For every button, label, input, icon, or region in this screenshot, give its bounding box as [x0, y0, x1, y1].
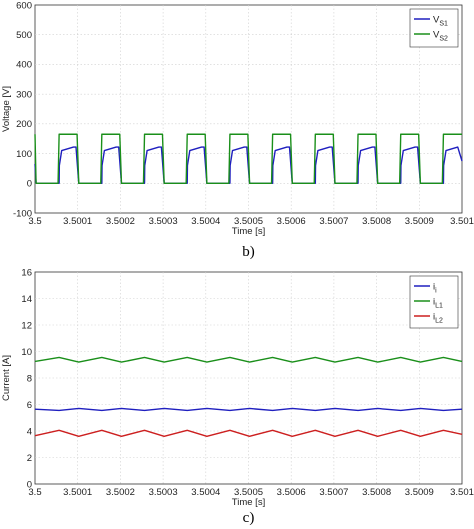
legend-entry: iL2 [433, 311, 443, 324]
x-tick-label: 3.5009 [405, 487, 434, 498]
y-tick-label: 0 [27, 479, 32, 490]
legend-entry-subscript: L2 [435, 317, 443, 324]
x-tick-label: 3.5003 [149, 487, 178, 498]
y-tick-label: 16 [21, 267, 32, 278]
x-tick-label: 3.5006 [277, 487, 306, 498]
x-tick-label: 3.5004 [191, 487, 220, 498]
x-tick-label: 3.5009 [405, 216, 434, 227]
x-tick-label: 3.5002 [106, 487, 135, 498]
x-tick-label: 3.5002 [106, 216, 135, 227]
y-axis-label: Voltage [V] [1, 86, 12, 132]
legend-box [409, 8, 459, 48]
plot-area [34, 4, 463, 214]
x-tick-label: 3.5007 [319, 216, 348, 227]
y-tick-label: 8 [27, 373, 32, 384]
legend-box [409, 275, 459, 329]
y-tick-label: 400 [16, 60, 32, 71]
y-tick-label: 200 [16, 119, 32, 130]
legend-entry: VS1 [433, 14, 448, 27]
x-tick-label: 3.5001 [63, 216, 92, 227]
x-tick-label: 3.5 [28, 487, 41, 498]
x-tick-label: 3.5004 [191, 216, 220, 227]
y-tick-label: 2 [27, 453, 32, 464]
x-tick-label: 3.5003 [149, 216, 178, 227]
legend-entry-subscript: S1 [439, 20, 448, 27]
legend-entry: ii [433, 281, 437, 294]
y-tick-label: 6 [27, 400, 32, 411]
figure-caption: b) [242, 244, 255, 260]
y-tick-label: 500 [16, 30, 32, 41]
legend-entry-name: V [433, 14, 440, 25]
x-tick-label: 3.501 [450, 487, 474, 498]
x-tick-label: 3.5005 [234, 216, 263, 227]
y-tick-label: 14 [21, 294, 32, 305]
y-tick-label: 12 [21, 320, 32, 331]
series-line-i-i [34, 407, 463, 412]
x-tick-label: 3.5008 [362, 216, 391, 227]
legend-entry-name: i [433, 311, 435, 322]
y-tick-label: 100 [16, 149, 32, 160]
x-tick-label: 3.5005 [234, 487, 263, 498]
legend-entry-name: V [433, 29, 440, 40]
y-tick-label: 600 [16, 0, 32, 11]
y-tick-label: 4 [27, 426, 32, 437]
figure-caption: c) [243, 510, 255, 526]
legend-entry-name: i [433, 281, 435, 292]
x-axis-label: Time [s] [232, 497, 265, 508]
series-line-i-L2 [34, 429, 463, 437]
x-tick-label: 3.5 [28, 216, 41, 227]
y-tick-label: 300 [16, 89, 32, 100]
legend-entry-name: i [433, 296, 435, 307]
x-tick-label: 3.5008 [362, 487, 391, 498]
x-tick-label: 3.501 [450, 216, 474, 227]
x-axis-label: Time [s] [232, 226, 265, 237]
x-tick-label: 3.5006 [277, 216, 306, 227]
y-tick-label: 0 [27, 179, 32, 190]
voltage-chart: 3.5 3.5001 3.5002 3.5003 3.5004 3.5005 3.5006 3… [1, 0, 474, 260]
y-tick-label: 10 [21, 347, 32, 358]
y-axis-label: Current [A] [1, 355, 12, 401]
x-tick-label: 3.5007 [319, 487, 348, 498]
current-chart: 3.5 3.5001 3.5002 3.5003 3.5004 3.5005 3.5006 3… [1, 267, 474, 526]
legend-entry: iL1 [433, 296, 443, 309]
series-line-i-L1 [34, 356, 463, 363]
x-tick-label: 3.5001 [63, 487, 92, 498]
y-tick-label: -100 [13, 208, 32, 219]
legend-entry-subscript: i [435, 287, 437, 294]
legend-entry-subscript: L1 [435, 302, 443, 309]
series-line-V-S2 [34, 133, 462, 184]
legend-entry-subscript: S2 [439, 35, 448, 42]
legend-entry: VS2 [433, 29, 448, 42]
